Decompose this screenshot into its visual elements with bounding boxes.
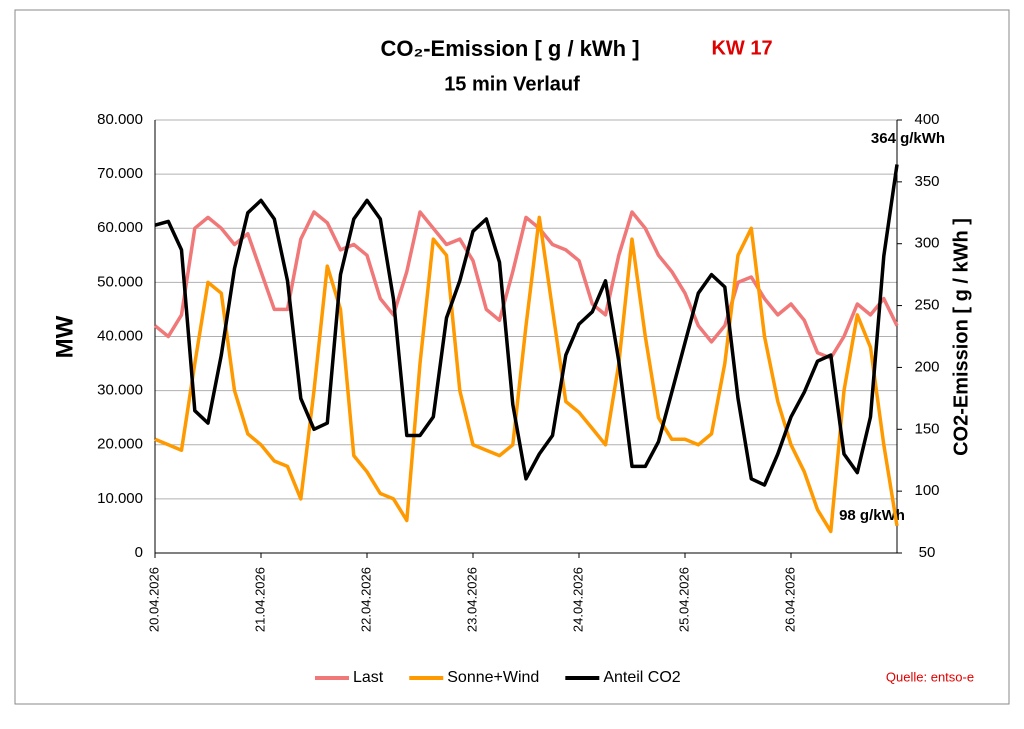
- series-line: [154, 215, 899, 534]
- y-tick-label: 60.000: [97, 219, 143, 236]
- x-tick-label: 21.04.2026: [252, 567, 267, 632]
- x-tick-label: 20.04.2026: [146, 567, 161, 632]
- y-tick-label: 30.000: [97, 382, 143, 399]
- series-line: [154, 164, 899, 487]
- series-line: [153, 210, 899, 360]
- y2-tick-label: 100: [914, 482, 939, 499]
- y2-axis-label: CO2-Emission [ g / kWh ]: [950, 218, 972, 456]
- y-tick-label: 40.000: [97, 327, 143, 344]
- y2-tick-label: 250: [914, 297, 939, 314]
- y-tick-label: 70.000: [97, 165, 143, 182]
- chart-tag: KW 17: [711, 37, 772, 59]
- source-note: Quelle: entso-e: [886, 669, 974, 684]
- x-tick-label: 24.04.2026: [570, 567, 585, 632]
- y-axis-label: MW: [51, 315, 78, 358]
- annotation: 364 g/kWh: [871, 130, 945, 147]
- y2-tick-label: 300: [914, 235, 939, 252]
- y-tick-label: 0: [135, 544, 143, 561]
- y-tick-label: 20.000: [97, 436, 143, 453]
- y2-tick-label: 150: [914, 420, 939, 437]
- y2-tick-label: 350: [914, 173, 939, 190]
- legend-label: Anteil CO2: [603, 669, 680, 686]
- legend-label: Sonne+Wind: [447, 669, 539, 686]
- legend-label: Last: [353, 669, 384, 686]
- y2-tick-label: 400: [914, 111, 939, 128]
- chart-border: [14, 9, 1010, 705]
- y-tick-label: 50.000: [97, 273, 143, 290]
- x-tick-label: 23.04.2026: [464, 567, 479, 632]
- x-tick-label: 26.04.2026: [782, 567, 797, 632]
- annotation: 98 g/kWh: [839, 507, 905, 524]
- x-tick-label: 22.04.2026: [358, 567, 373, 632]
- chart-title: CO₂-Emission [ g / kWh ]: [380, 36, 639, 61]
- x-tick-label: 25.04.2026: [676, 567, 691, 632]
- chart-subtitle: 15 min Verlauf: [444, 73, 580, 95]
- y2-tick-label: 50: [919, 544, 936, 561]
- y-tick-label: 80.000: [97, 111, 143, 128]
- y2-tick-label: 200: [914, 358, 939, 375]
- y-tick-label: 10.000: [97, 490, 143, 507]
